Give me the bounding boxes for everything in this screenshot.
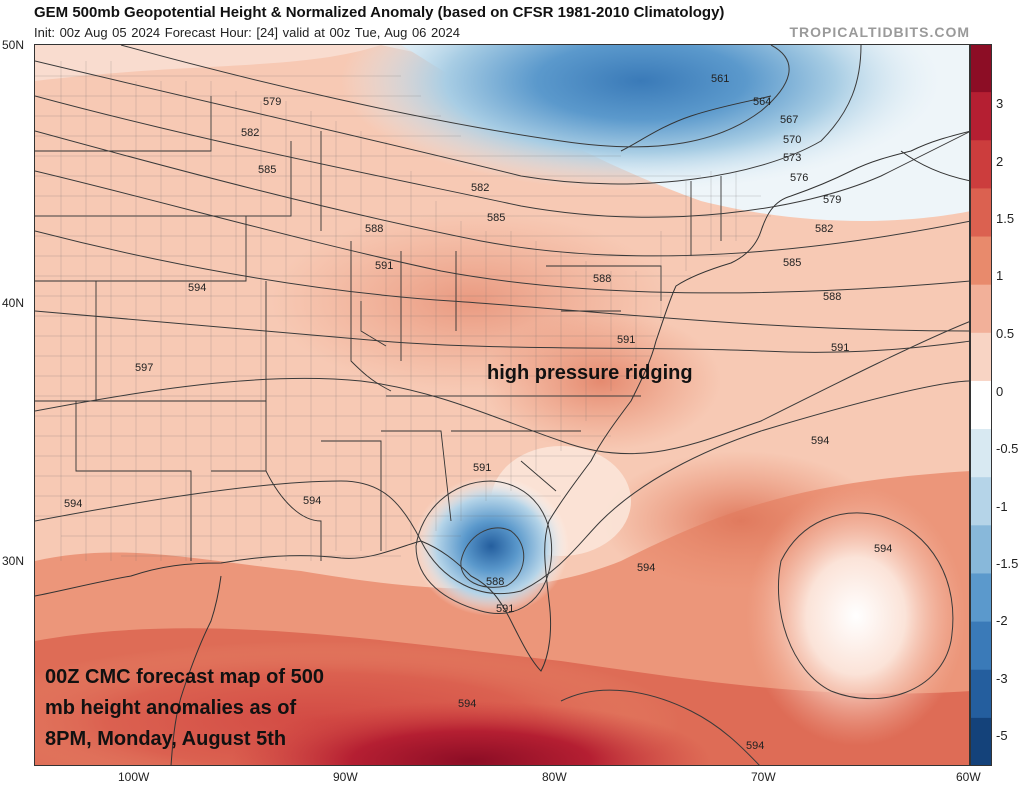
colorbar-label: 0 bbox=[996, 384, 1004, 399]
anomaly-negative-northeast bbox=[341, 45, 941, 191]
colorbar-swatch bbox=[970, 284, 992, 334]
colorbar-swatch bbox=[970, 140, 992, 189]
caption-line-2: mb height anomalies as of bbox=[45, 697, 297, 719]
lon-label-70w: 70W bbox=[751, 770, 776, 784]
colorbar-swatch bbox=[970, 380, 992, 430]
lon-label-100w: 100W bbox=[118, 770, 150, 784]
contour-label: 564 bbox=[753, 96, 771, 108]
forecast-map: 579 582 585 588 591 594 597 582 585 588 … bbox=[34, 44, 970, 766]
colorbar-svg bbox=[970, 44, 992, 767]
contour-label: 579 bbox=[263, 96, 281, 108]
contour-label: 585 bbox=[783, 257, 801, 269]
contour-label: 579 bbox=[823, 194, 841, 206]
contour-label: 591 bbox=[473, 462, 491, 474]
map-title: GEM 500mb Geopotential Height & Normaliz… bbox=[34, 4, 725, 21]
contour-label: 582 bbox=[815, 223, 833, 235]
contour-label: 594 bbox=[303, 495, 321, 507]
contour-label: 567 bbox=[780, 114, 798, 126]
colorbar-swatch bbox=[970, 188, 992, 238]
colorbar-swatch bbox=[970, 621, 992, 671]
contour-label: 570 bbox=[783, 134, 801, 146]
brand-watermark: TROPICALTIDBITS.COM bbox=[789, 24, 970, 40]
colorbar-label: 1 bbox=[996, 268, 1004, 283]
contour-label: 594 bbox=[874, 543, 892, 555]
contour-label: 573 bbox=[783, 152, 801, 164]
lon-label-80w: 80W bbox=[542, 770, 567, 784]
contour-label: 576 bbox=[790, 172, 808, 184]
contour-label: 582 bbox=[241, 127, 259, 139]
contour-label: 582 bbox=[471, 182, 489, 194]
caption-line-1: 00Z CMC forecast map of 500 bbox=[45, 666, 324, 688]
map-canvas: 579 582 585 588 591 594 597 582 585 588 … bbox=[35, 45, 969, 765]
contour-label: 594 bbox=[188, 282, 206, 294]
colorbar-label: 1.5 bbox=[996, 211, 1015, 226]
ridging-annotation: high pressure ridging bbox=[487, 362, 693, 384]
lon-label-90w: 90W bbox=[333, 770, 358, 784]
contour-label: 588 bbox=[823, 291, 841, 303]
colorbar-label: 0.5 bbox=[996, 326, 1015, 341]
colorbar-label: -1 bbox=[996, 499, 1008, 514]
contour-label: 585 bbox=[258, 164, 276, 176]
lat-label-50n: 50N bbox=[2, 38, 25, 52]
contour-label: 585 bbox=[487, 212, 505, 224]
colorbar-swatch bbox=[970, 332, 992, 382]
colorbar-label: -5 bbox=[996, 728, 1008, 743]
colorbar-label: -3 bbox=[996, 671, 1008, 686]
contour-label: 588 bbox=[365, 223, 383, 235]
contour-label-group: 579 582 585 588 591 594 597 582 585 588 … bbox=[64, 73, 892, 752]
contour-label: 591 bbox=[831, 342, 849, 354]
anomaly-caribbean-strong bbox=[231, 701, 711, 765]
colorbar-swatch bbox=[970, 573, 992, 623]
contour-label: 561 bbox=[711, 73, 729, 85]
colorbar bbox=[970, 44, 992, 767]
contour-label: 594 bbox=[746, 740, 764, 752]
colorbar-label: 3 bbox=[996, 96, 1004, 111]
colorbar-swatch bbox=[970, 477, 992, 526]
colorbar-swatch bbox=[970, 92, 992, 141]
contour-label: 594 bbox=[811, 435, 829, 447]
contour-label: 594 bbox=[637, 562, 655, 574]
county-grid bbox=[35, 61, 771, 561]
anomaly-northwest bbox=[35, 45, 381, 81]
contour-label: 594 bbox=[64, 498, 82, 510]
colorbar-swatches bbox=[970, 44, 992, 767]
colorbar-swatch bbox=[970, 717, 992, 767]
colorbar-swatch bbox=[970, 525, 992, 574]
colorbar-label: -1.5 bbox=[996, 556, 1019, 571]
contour-label: 591 bbox=[375, 260, 393, 272]
colorbar-swatch bbox=[970, 669, 992, 719]
anomaly-negative-florida bbox=[413, 476, 569, 616]
colorbar-border bbox=[970, 44, 992, 766]
lat-label-30n: 30N bbox=[2, 554, 25, 568]
colorbar-label: 2 bbox=[996, 154, 1004, 169]
anomaly-atlantic-weak bbox=[746, 486, 966, 746]
height-contours bbox=[35, 45, 969, 765]
lat-label-40n: 40N bbox=[2, 296, 25, 310]
colorbar-label: -2 bbox=[996, 613, 1008, 628]
contour-label: 594 bbox=[458, 698, 476, 710]
contour-label: 591 bbox=[617, 334, 635, 346]
contour-label: 597 bbox=[135, 362, 153, 374]
colorbar-swatch bbox=[970, 236, 992, 286]
contour-label: 588 bbox=[593, 273, 611, 285]
colorbar-label: -0.5 bbox=[996, 441, 1019, 456]
caption-line-3: 8PM, Monday, August 5th bbox=[45, 728, 286, 750]
map-subtitle: Init: 00z Aug 05 2024 Forecast Hour: [24… bbox=[34, 25, 460, 40]
lon-label-60w: 60W bbox=[956, 770, 981, 784]
contour-label: 591 bbox=[496, 603, 514, 615]
contour-label: 588 bbox=[486, 576, 504, 588]
colorbar-swatch bbox=[970, 44, 992, 93]
colorbar-swatch bbox=[970, 429, 992, 478]
